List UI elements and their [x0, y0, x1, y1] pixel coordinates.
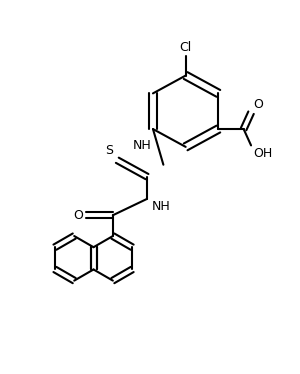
Text: O: O — [73, 209, 83, 222]
Text: O: O — [254, 98, 263, 111]
Text: NH: NH — [152, 200, 170, 214]
Text: Cl: Cl — [179, 41, 192, 54]
Text: OH: OH — [254, 147, 273, 160]
Text: NH: NH — [133, 139, 152, 152]
Text: S: S — [105, 144, 113, 157]
